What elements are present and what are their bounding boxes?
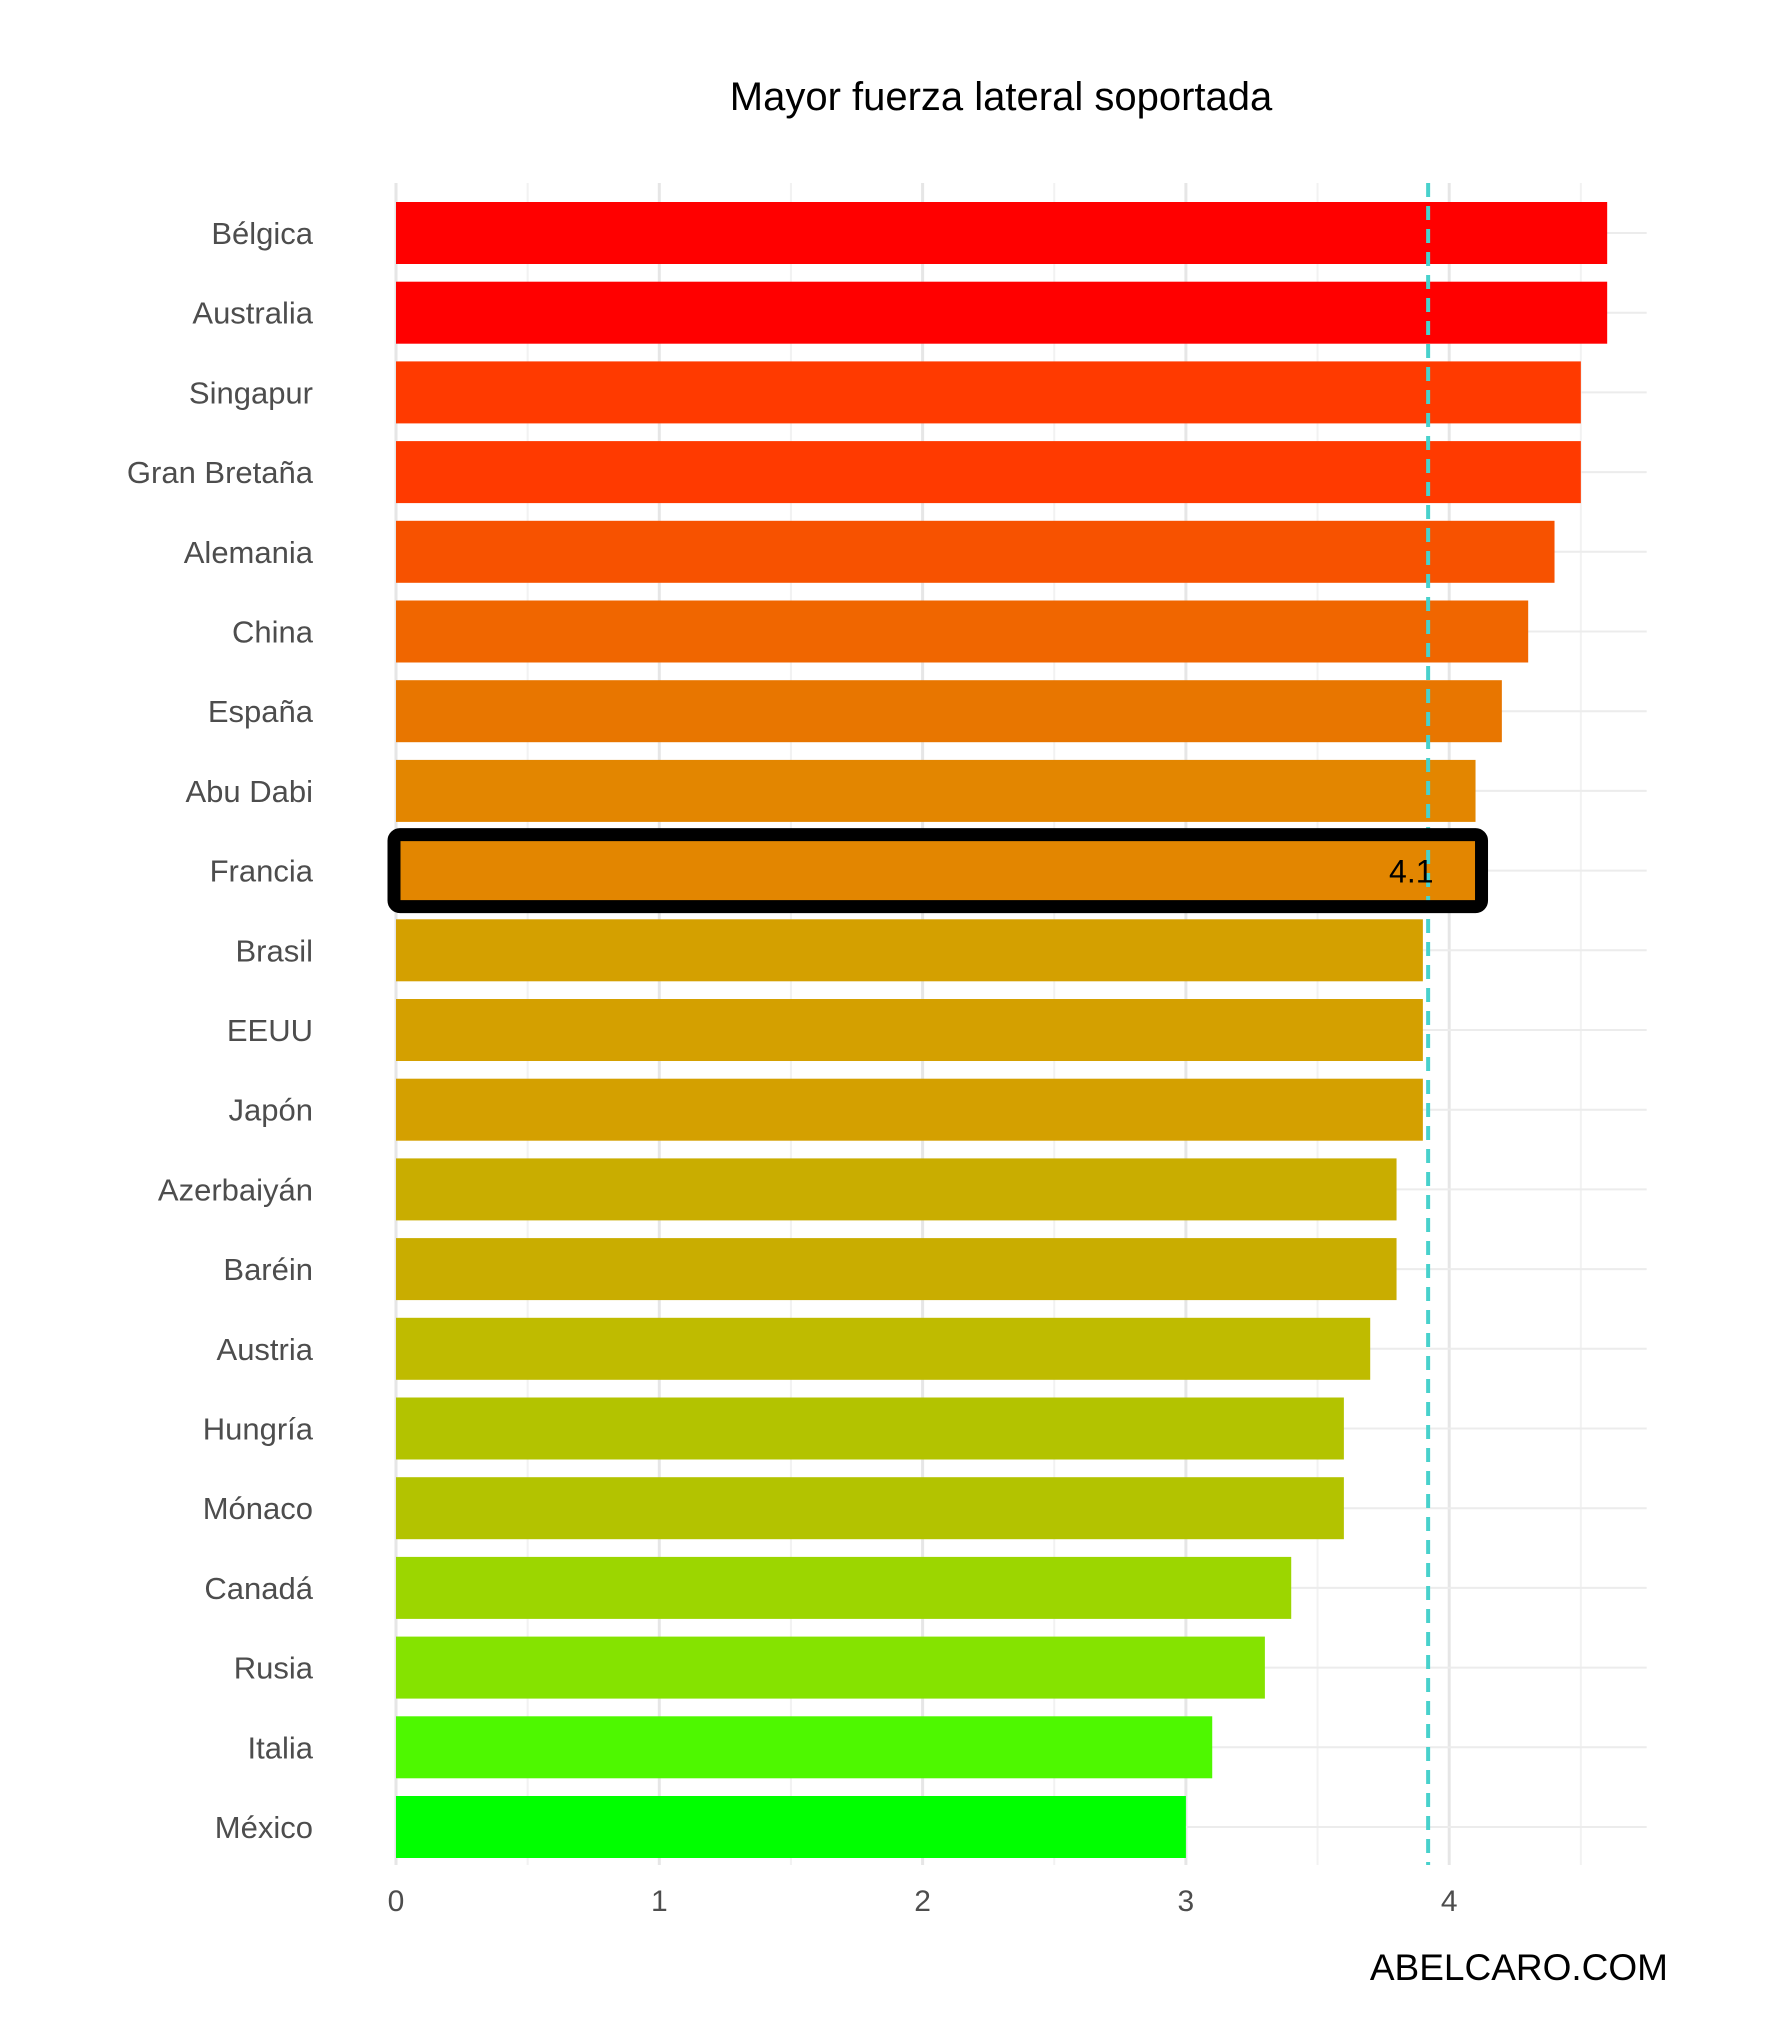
highlight-value-label: 4.1: [1389, 854, 1433, 890]
bar-11: [396, 1078, 1423, 1141]
category-label: Bélgica: [211, 216, 313, 251]
x-tick-label: 4: [1441, 1885, 1458, 1918]
bar-6: [396, 680, 1502, 743]
category-label: Gran Bretaña: [127, 455, 314, 490]
category-label: Japón: [229, 1093, 313, 1128]
bar-14: [396, 1317, 1371, 1380]
bars: [396, 202, 1608, 1858]
watermark: ABELCARO.COM: [1370, 1947, 1668, 1988]
category-label: Canadá: [204, 1571, 313, 1606]
category-label: Singapur: [189, 375, 313, 410]
x-tick-label: 1: [651, 1885, 668, 1918]
category-labels: Bélgica Australia Singapur Gran Bretaña Alem…: [127, 216, 314, 1845]
bar-13: [396, 1238, 1397, 1301]
bar-5: [396, 600, 1529, 663]
x-tick-labels: 0 1 2 3 4: [388, 1885, 1458, 1918]
bar-15: [396, 1397, 1344, 1460]
bar-3: [396, 441, 1581, 504]
bar-16: [396, 1477, 1344, 1540]
bar-4: [396, 520, 1555, 583]
category-label: Abu Dabi: [185, 774, 313, 809]
bar-10: [396, 999, 1423, 1061]
bar-7: [396, 759, 1476, 822]
bar-8: [396, 839, 1476, 902]
highlight-group: 4.1: [387, 828, 1489, 914]
bar-9: [396, 919, 1423, 982]
category-label: Hungría: [203, 1412, 314, 1447]
category-label: Australia: [192, 296, 313, 331]
category-label: Rusia: [234, 1651, 314, 1686]
bar-20: [396, 1796, 1186, 1858]
bar-1: [396, 281, 1608, 344]
bar-0: [396, 202, 1608, 264]
category-label: Italia: [248, 1730, 314, 1765]
bar-19: [396, 1716, 1213, 1779]
category-label: Austria: [217, 1332, 314, 1367]
category-label: Alemania: [184, 535, 314, 570]
bar-18: [396, 1636, 1265, 1699]
category-label: Azerbaiyán: [158, 1172, 313, 1207]
bar-12: [396, 1158, 1397, 1221]
category-label: Brasil: [235, 933, 313, 968]
category-label: España: [208, 694, 314, 729]
highlight-box: [387, 828, 1489, 914]
category-label: Baréin: [223, 1252, 313, 1287]
category-label: Mónaco: [203, 1491, 313, 1526]
x-tick-label: 3: [1178, 1885, 1195, 1918]
x-tick-label: 0: [388, 1885, 405, 1918]
category-label: EEUU: [227, 1013, 313, 1048]
category-label: Francia: [210, 854, 314, 889]
category-label: México: [215, 1810, 313, 1845]
x-tick-label: 2: [914, 1885, 931, 1918]
chart-title: Mayor fuerza lateral soportada: [730, 75, 1273, 119]
bar-17: [396, 1556, 1292, 1619]
category-label: China: [232, 615, 314, 650]
bar-2: [396, 361, 1581, 424]
